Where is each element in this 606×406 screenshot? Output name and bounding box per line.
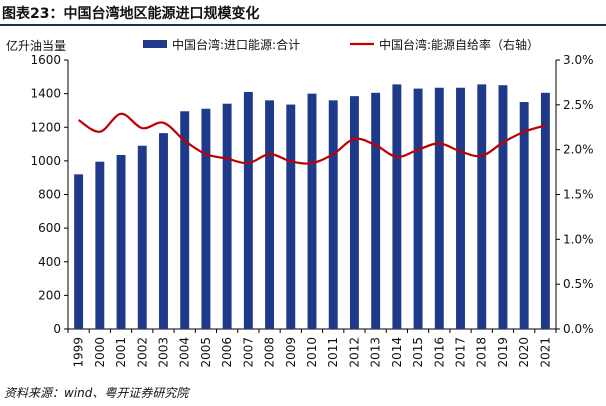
x-tick-label: 2011 (326, 337, 340, 368)
bar (180, 111, 190, 329)
bar (498, 85, 508, 329)
x-tick-label: 1999 (72, 337, 86, 368)
bar (116, 154, 126, 329)
bar (413, 88, 423, 329)
x-tick-label: 2012 (347, 337, 361, 368)
right-tick-label: 2.0% (563, 143, 594, 157)
right-tick-label: 0.0% (563, 322, 594, 336)
bar (243, 91, 253, 329)
bar (434, 87, 444, 329)
x-tick-label: 2009 (284, 337, 298, 368)
x-tick-label: 2008 (263, 337, 277, 368)
left-axis-unit-label: 亿升油当量 (6, 38, 66, 53)
x-tick-label: 2010 (305, 337, 319, 368)
legend-bar-swatch (143, 40, 167, 48)
bar (328, 100, 338, 329)
left-tick-label: 600 (38, 221, 61, 235)
left-tick-label: 800 (38, 188, 61, 202)
left-tick-label: 1600 (30, 53, 61, 67)
left-tick-label: 1200 (30, 120, 61, 134)
bar (286, 104, 296, 329)
x-tick-label: 2020 (517, 337, 531, 368)
bar (265, 100, 275, 329)
right-tick-label: 0.5% (563, 277, 594, 291)
right-tick-label: 1.5% (563, 188, 594, 202)
bar (519, 102, 529, 329)
right-tick-label: 3.0% (563, 53, 594, 67)
x-tick-label: 2007 (241, 337, 255, 368)
x-tick-label: 2013 (369, 337, 383, 368)
x-tick-label: 2018 (475, 337, 489, 368)
bar (540, 92, 550, 329)
x-tick-label: 2006 (220, 337, 234, 368)
bar (222, 103, 232, 330)
bar (477, 84, 487, 329)
bar (307, 93, 317, 329)
left-tick-label: 0 (53, 322, 61, 336)
x-tick-label: 2001 (114, 337, 128, 368)
x-tick-label: 2016 (432, 337, 446, 368)
x-tick-label: 2019 (496, 337, 510, 368)
page-title: 图表23：中国台湾地区能源进口规模变化 (2, 6, 260, 22)
bar (349, 96, 359, 329)
title-bar: 图表23：中国台湾地区能源进口规模变化 (0, 0, 606, 26)
bar (201, 108, 211, 329)
x-tick-label: 2017 (454, 337, 468, 368)
x-tick-label: 2000 (93, 337, 107, 368)
right-tick-label: 2.5% (563, 98, 594, 112)
x-tick-label: 2005 (199, 337, 213, 368)
x-tick-label: 2003 (156, 337, 170, 368)
bar (456, 87, 465, 329)
left-tick-label: 400 (38, 255, 61, 269)
left-tick-label: 1000 (30, 154, 61, 168)
source-note: 资料来源：wind、粤开证券研究院 (4, 386, 189, 400)
x-tick-label: 2002 (135, 337, 149, 368)
bar (137, 145, 147, 329)
right-tick-label: 1.0% (563, 232, 594, 246)
left-tick-label: 200 (38, 288, 61, 302)
x-tick-label: 2004 (178, 337, 192, 368)
x-tick-label: 2021 (538, 337, 552, 368)
left-tick-label: 1400 (30, 87, 61, 101)
x-tick-label: 2015 (411, 337, 425, 368)
legend-line-label: 中国台湾:能源自给率（右轴） (379, 37, 539, 52)
bar (95, 161, 105, 329)
bar (392, 84, 402, 329)
x-tick-label: 2014 (390, 337, 404, 368)
legend-bar-label: 中国台湾:进口能源:合计 (172, 37, 300, 52)
bar (159, 133, 168, 329)
bar (371, 92, 381, 329)
bar (74, 174, 84, 329)
